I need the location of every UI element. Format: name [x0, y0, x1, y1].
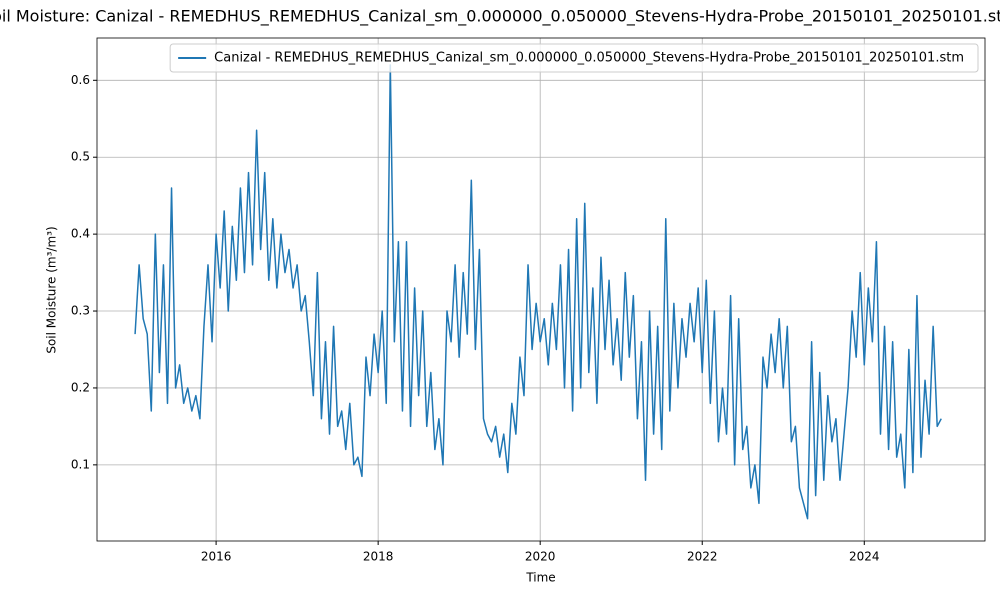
y-tick-label: 0.3: [71, 304, 90, 318]
x-tick-label: 2016: [201, 550, 232, 564]
y-tick-label: 0.4: [71, 227, 90, 241]
y-tick-label: 0.1: [71, 457, 90, 471]
y-tick-label: 0.2: [71, 380, 90, 394]
legend: Canizal - REMEDHUS_REMEDHUS_Canizal_sm_0…: [169, 43, 979, 73]
x-tick-label: 2022: [687, 550, 718, 564]
y-axis-label: Soil Moisture (m³/m³): [45, 226, 59, 353]
x-tick-label: 2024: [849, 550, 880, 564]
legend-box: [169, 43, 979, 73]
x-axis-label: Time: [525, 571, 555, 585]
y-tick-label: 0.6: [71, 73, 90, 87]
x-tick-label: 2018: [363, 550, 394, 564]
chart-title: Soil Moisture: Canizal - REMEDHUS_REMEDH…: [0, 7, 1000, 27]
y-tick-label: 0.5: [71, 150, 90, 164]
legend-label: Canizal - REMEDHUS_REMEDHUS_Canizal_sm_0…: [214, 51, 964, 66]
plot-frame: [96, 37, 986, 542]
x-tick-label: 2020: [525, 550, 556, 564]
data-line: [134, 64, 942, 520]
